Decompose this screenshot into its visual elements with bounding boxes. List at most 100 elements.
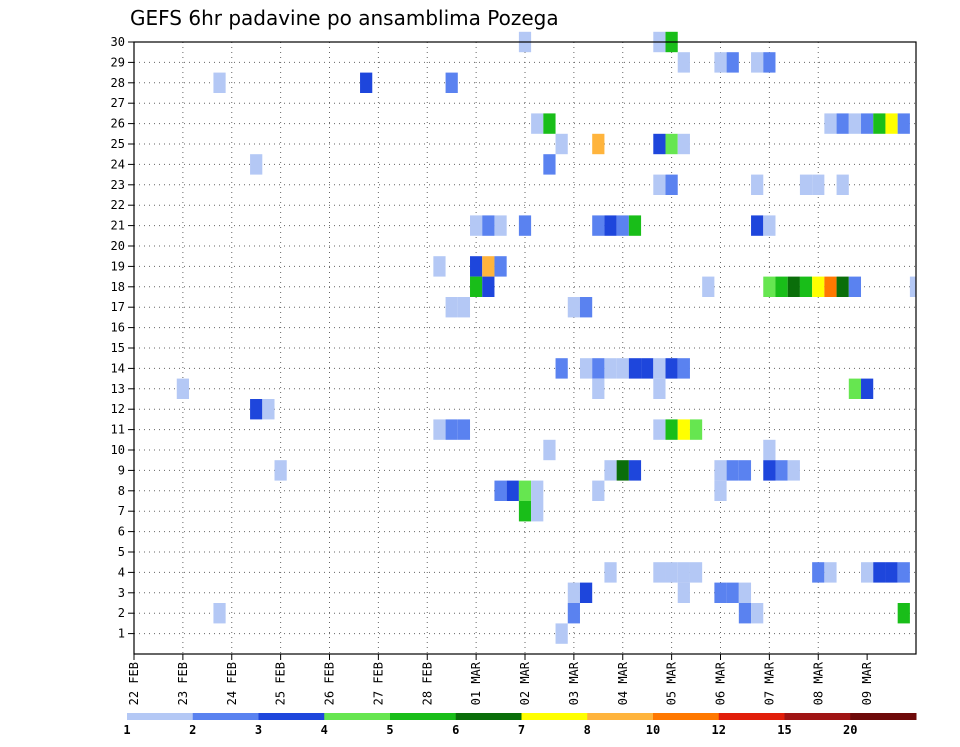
heatmap-cell — [787, 460, 800, 481]
heatmap-cell — [518, 480, 532, 501]
legend-label: 4 — [321, 723, 328, 737]
y-tick-label: 2 — [118, 606, 125, 620]
x-tick-label: 01 MAR — [469, 661, 483, 705]
y-tick-label: 18 — [111, 280, 125, 294]
legend-swatch — [455, 713, 522, 720]
heatmap-cell — [531, 113, 544, 134]
heatmap-cell — [812, 276, 825, 297]
heatmap-cell — [873, 113, 886, 134]
heatmap-cell — [579, 297, 593, 318]
heatmap-cell — [738, 582, 752, 603]
chart-title: GEFS 6hr padavine po ansamblima Pozega — [130, 6, 559, 30]
heatmap-cell — [824, 113, 837, 134]
heatmap-cell — [176, 378, 189, 399]
x-tick-label: 04 MAR — [616, 661, 630, 705]
x-tick-label: 05 MAR — [665, 661, 679, 705]
heatmap-cell — [799, 174, 813, 195]
heatmap-cell — [433, 256, 446, 277]
y-tick-label: 23 — [111, 178, 125, 192]
heatmap-cell — [250, 399, 263, 420]
y-tick-label: 10 — [111, 443, 125, 457]
y-tick-label: 28 — [111, 76, 125, 90]
y-tick-label: 1 — [118, 627, 125, 641]
heatmap-cell — [470, 215, 483, 236]
heatmap-cell — [457, 297, 471, 318]
legend-swatch — [127, 713, 194, 720]
heatmap-cell — [494, 256, 507, 277]
heatmap-cell — [751, 215, 764, 236]
y-tick-label: 11 — [111, 423, 125, 437]
heatmap-cell — [726, 52, 739, 73]
x-tick-label: 26 FEB — [323, 662, 337, 705]
heatmap-cell — [799, 276, 813, 297]
heatmap-cell — [579, 582, 593, 603]
heatmap-cell — [360, 72, 373, 93]
heatmap-cell — [836, 113, 849, 134]
heatmap-cell — [616, 460, 629, 481]
heatmap-cell — [812, 174, 825, 195]
heatmap-cell — [885, 113, 898, 134]
y-tick-label: 14 — [111, 361, 125, 375]
heatmap-cell — [861, 113, 874, 134]
y-tick-label: 3 — [118, 586, 125, 600]
heatmap-cell — [848, 276, 862, 297]
heatmap-cell — [897, 113, 910, 134]
heatmap-cell — [604, 562, 617, 583]
heatmap-cell — [653, 174, 666, 195]
heatmap-cell — [763, 52, 776, 73]
x-tick-label: 24 FEB — [225, 662, 239, 705]
heatmap-cell — [518, 501, 532, 522]
heatmap-cell — [213, 603, 226, 624]
heatmap-cell — [494, 215, 507, 236]
heatmap-cell — [653, 133, 666, 155]
y-tick-label: 5 — [118, 545, 125, 559]
heatmap-cell — [445, 297, 458, 318]
y-tick-label: 30 — [111, 35, 125, 49]
heatmap-cell — [616, 358, 629, 379]
legend-swatch — [784, 713, 851, 720]
heatmap-cell — [555, 133, 568, 155]
y-tick-label: 26 — [111, 117, 125, 131]
heatmap-cell — [738, 603, 752, 624]
legend-swatch — [587, 713, 654, 720]
heatmap-cell — [213, 72, 226, 93]
legend-label: 8 — [584, 723, 591, 737]
y-tick-label: 15 — [111, 341, 125, 355]
heatmap-cell — [567, 582, 580, 603]
y-tick-label: 19 — [111, 259, 125, 273]
heatmap-cell — [677, 582, 690, 603]
x-tick-label: 22 FEB — [127, 662, 141, 705]
heatmap-cell — [445, 72, 458, 93]
heatmap-cell — [543, 154, 556, 175]
heatmap-cell — [714, 460, 727, 481]
heatmap-cell — [897, 603, 910, 624]
heatmap-cell — [592, 358, 605, 379]
heatmap-cell — [604, 358, 617, 379]
heatmap-cell — [592, 378, 605, 399]
y-tick-label: 22 — [111, 198, 125, 212]
heatmap-cell — [653, 378, 666, 399]
legend-label: 1 — [123, 723, 130, 737]
heatmap-cell — [909, 276, 916, 297]
x-tick-label: 27 FEB — [371, 662, 385, 705]
heatmap-cell — [665, 419, 678, 440]
heatmap-cell — [751, 174, 764, 195]
heatmap-cell — [787, 276, 800, 297]
heatmap-cell — [665, 358, 678, 379]
legend-label: 3 — [255, 723, 262, 737]
x-tick-label: 03 MAR — [567, 661, 581, 705]
heatmap-cell — [482, 215, 495, 236]
heatmap-cell — [702, 276, 715, 297]
heatmap-cell — [665, 133, 678, 155]
heatmap-cell — [628, 460, 642, 481]
heatmap-cell — [567, 297, 580, 318]
heatmap-cell — [592, 133, 605, 155]
heatmap-cell — [861, 378, 874, 399]
axes: 1234567891011121314151617181920212223242… — [111, 35, 917, 705]
heatmap-cell — [543, 113, 556, 134]
heatmap-cell — [873, 562, 886, 583]
legend-swatch — [258, 713, 325, 720]
legend-swatch — [192, 713, 259, 720]
legend-label: 15 — [777, 723, 791, 737]
y-tick-label: 13 — [111, 382, 125, 396]
